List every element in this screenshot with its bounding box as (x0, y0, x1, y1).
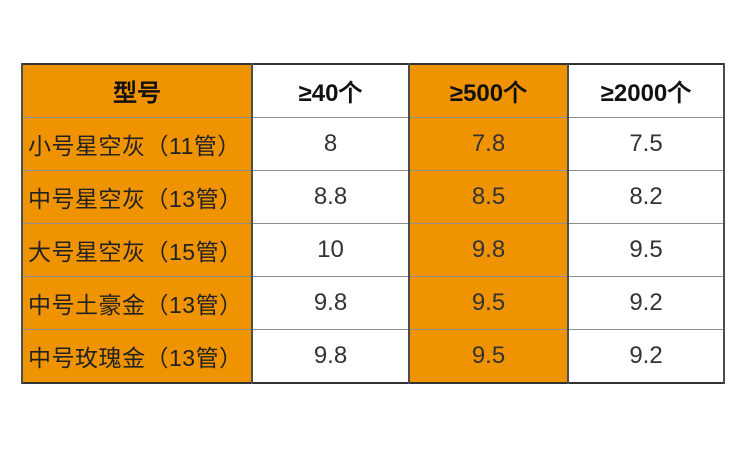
model-cell: 小号星空灰（11管） (21, 116, 253, 171)
pricing-table: 型号 ≥40个 ≥500个 ≥2000个 小号星空灰（11管） 8 7.8 7.… (21, 63, 725, 384)
price-cell: 8.8 (251, 169, 410, 224)
table-row: 中号土豪金（13管） 9.8 9.5 9.2 (21, 276, 725, 331)
model-cell: 大号星空灰（15管） (21, 222, 253, 278)
price-cell: 7.8 (408, 116, 569, 171)
price-cell: 9.8 (251, 276, 410, 331)
model-cell: 中号星空灰（13管） (21, 169, 253, 224)
price-cell: 7.5 (567, 116, 725, 171)
table-row: 中号玫瑰金（13管） 9.8 9.5 9.2 (21, 329, 725, 384)
price-cell: 9.2 (567, 329, 725, 384)
table-row: 大号星空灰（15管） 10 9.8 9.5 (21, 222, 725, 278)
price-cell: 9.5 (408, 276, 569, 331)
price-cell: 10 (251, 222, 410, 278)
price-cell: 8.2 (567, 169, 725, 224)
model-cell: 中号土豪金（13管） (21, 276, 253, 331)
price-cell: 8 (251, 116, 410, 171)
header-cell-qty-40: ≥40个 (251, 63, 410, 118)
header-cell-qty-2000: ≥2000个 (567, 63, 725, 118)
model-cell: 中号玫瑰金（13管） (21, 329, 253, 384)
price-cell: 9.2 (567, 276, 725, 331)
table-row: 中号星空灰（13管） 8.8 8.5 8.2 (21, 169, 725, 224)
header-cell-qty-500: ≥500个 (408, 63, 569, 118)
price-cell: 9.5 (408, 329, 569, 384)
price-cell: 9.5 (567, 222, 725, 278)
price-cell: 9.8 (251, 329, 410, 384)
price-cell: 9.8 (408, 222, 569, 278)
price-cell: 8.5 (408, 169, 569, 224)
header-cell-model: 型号 (21, 63, 253, 118)
table-row: 小号星空灰（11管） 8 7.8 7.5 (21, 116, 725, 171)
header-row: 型号 ≥40个 ≥500个 ≥2000个 (21, 63, 725, 118)
